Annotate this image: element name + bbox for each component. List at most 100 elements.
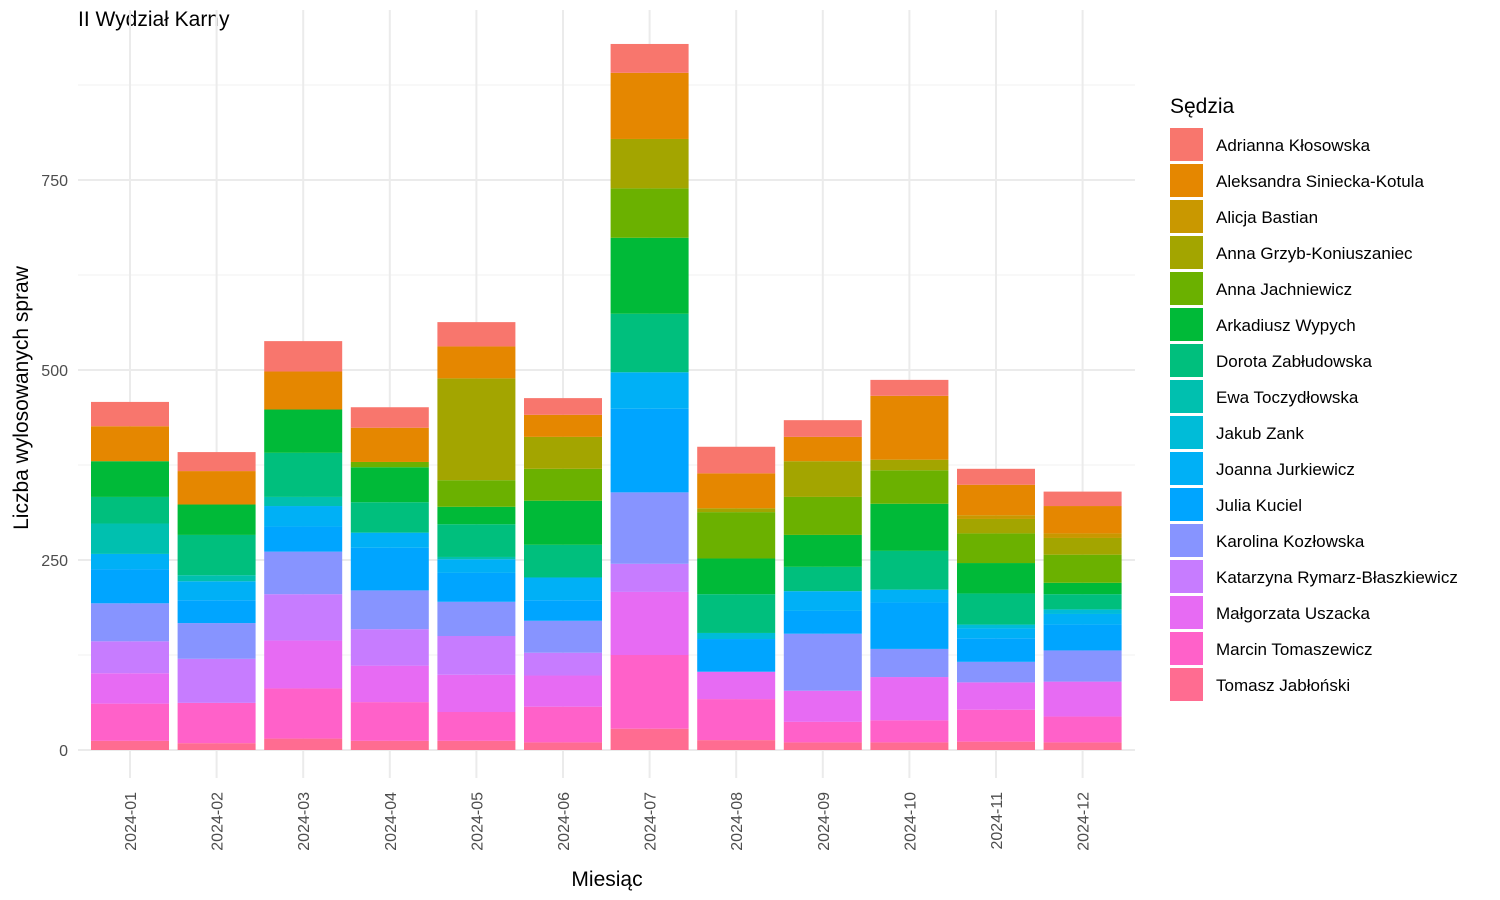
- bar-segment: [697, 508, 776, 513]
- bar-segment: [350, 740, 429, 750]
- bar-segment: [957, 628, 1035, 639]
- legend: Sędzia Adrianna Kłosowska Aleksandra Sini…: [1170, 95, 1458, 701]
- legend-label: Aleksandra Siniecka-Kotula: [1216, 172, 1424, 191]
- bar-segment: [957, 638, 1035, 662]
- bar-segment: [264, 594, 343, 641]
- bar-segment: [1043, 582, 1122, 595]
- bar-segment: [610, 313, 689, 373]
- bar-segment: [957, 563, 1035, 594]
- bar-segment: [264, 738, 343, 750]
- bar-segment: [264, 371, 343, 410]
- bar-segment: [91, 496, 169, 524]
- bar-segment: [437, 346, 516, 379]
- legend-swatch: [1170, 524, 1203, 557]
- bar-segment: [870, 550, 949, 590]
- bar-segment: [437, 480, 516, 507]
- bar-segment: [783, 566, 862, 592]
- bar-segment: [350, 502, 429, 533]
- bar-segment: [437, 559, 516, 573]
- legend-swatch: [1170, 632, 1203, 665]
- bar-segment: [264, 341, 343, 372]
- legend-swatch: [1170, 272, 1203, 305]
- bar-segment: [437, 524, 516, 557]
- bar-segment: [350, 427, 429, 462]
- y-tick-label: 250: [41, 553, 68, 570]
- bar-segment: [177, 702, 256, 744]
- bar-segment: [177, 534, 256, 576]
- y-tick-label: 0: [59, 743, 68, 760]
- bar-segment: [177, 575, 256, 582]
- bar-segment: [91, 523, 169, 554]
- bar-segment: [957, 515, 1035, 519]
- legend-swatch: [1170, 308, 1203, 341]
- legend-swatch: [1170, 380, 1203, 413]
- bar-segment: [350, 461, 429, 468]
- bar-segment: [91, 673, 169, 704]
- bars: [91, 43, 1122, 750]
- bar-segment: [264, 496, 343, 507]
- bar-segment: [697, 512, 776, 559]
- legend-label: Anna Grzyb-Koniuszaniec: [1216, 244, 1413, 263]
- bar-segment: [437, 674, 516, 712]
- bar-segment: [870, 459, 949, 471]
- y-axis-title: Liczba wylosowanych spraw: [10, 265, 33, 530]
- bar-segment: [783, 496, 862, 535]
- legend-label: Julia Kuciel: [1216, 496, 1302, 515]
- bar-segment: [957, 741, 1035, 750]
- legend-label: Małgorzata Uszacka: [1216, 604, 1371, 623]
- bar-segment: [524, 706, 602, 743]
- bar-segment: [783, 591, 862, 611]
- x-axis-title: Miesiąc: [571, 868, 642, 891]
- bar-segment: [610, 492, 689, 564]
- legend-swatch: [1170, 200, 1203, 233]
- bar-segment: [350, 467, 429, 503]
- x-tick-label: 2024-10: [902, 792, 919, 851]
- bar-segment: [957, 709, 1035, 742]
- bar-segment: [1043, 681, 1122, 717]
- legend-label: Dorota Zabłudowska: [1216, 352, 1372, 371]
- legend-swatch: [1170, 488, 1203, 521]
- bar-segment: [610, 408, 689, 493]
- bar-segment: [524, 500, 602, 545]
- bar-segment: [957, 533, 1035, 564]
- bar-segment: [957, 468, 1035, 485]
- x-tick-label: 2024-09: [816, 792, 833, 851]
- bar-segment: [870, 720, 949, 743]
- bar-segment: [783, 690, 862, 722]
- legend-items: Adrianna Kłosowska Aleksandra Siniecka-Ko…: [1170, 128, 1458, 701]
- bar-segment: [783, 420, 862, 437]
- x-tick-label: 2024-08: [729, 792, 746, 851]
- x-tick-label: 2024-06: [556, 792, 573, 851]
- bar-segment: [524, 600, 602, 621]
- bar-segment: [1043, 533, 1122, 538]
- y-tick-label: 500: [41, 363, 68, 380]
- bar-segment: [870, 589, 949, 603]
- legend-swatch: [1170, 596, 1203, 629]
- bar-segment: [1043, 537, 1122, 555]
- bar-segment: [177, 471, 256, 505]
- bar-segment: [350, 547, 429, 591]
- bar-segment: [91, 569, 169, 604]
- bar-segment: [524, 398, 602, 415]
- legend-swatch: [1170, 236, 1203, 269]
- legend-label: Alicja Bastian: [1216, 208, 1318, 227]
- x-tick-label: 2024-02: [210, 792, 227, 851]
- bar-segment: [177, 623, 256, 659]
- bar-segment: [957, 593, 1035, 625]
- legend-swatch: [1170, 668, 1203, 701]
- bar-segment: [91, 401, 169, 427]
- bar-segment: [1043, 594, 1122, 610]
- bar-segment: [697, 446, 776, 474]
- bar-segment: [437, 506, 516, 525]
- bar-segment: [1043, 716, 1122, 743]
- legend-label: Tomasz Jabłoński: [1216, 676, 1350, 695]
- bar-segment: [350, 665, 429, 703]
- bar-segment: [264, 551, 343, 595]
- bar-segment: [697, 594, 776, 633]
- bar-segment: [697, 699, 776, 741]
- bar-segment: [350, 702, 429, 741]
- bar-segment: [91, 703, 169, 741]
- bar-segment: [610, 188, 689, 238]
- bar-segment: [264, 526, 343, 552]
